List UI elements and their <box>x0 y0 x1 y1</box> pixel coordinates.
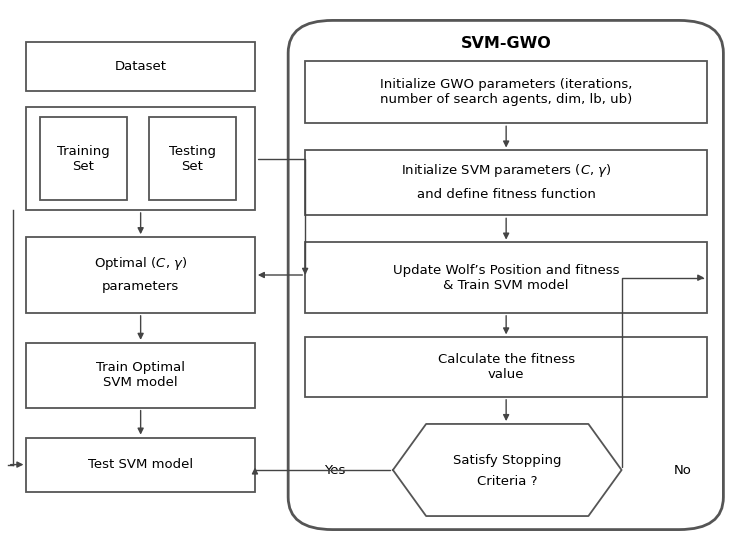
Text: parameters: parameters <box>102 280 179 293</box>
Text: Update Wolf’s Position and fitness
& Train SVM model: Update Wolf’s Position and fitness & Tra… <box>393 263 619 292</box>
Text: Testing
Set: Testing Set <box>169 145 216 173</box>
Text: SVM-GWO: SVM-GWO <box>460 36 551 51</box>
FancyBboxPatch shape <box>26 42 255 91</box>
FancyBboxPatch shape <box>148 117 236 200</box>
FancyBboxPatch shape <box>288 20 724 530</box>
Text: Dataset: Dataset <box>115 60 166 73</box>
FancyBboxPatch shape <box>26 343 255 408</box>
Text: Yes: Yes <box>324 464 345 476</box>
Text: Optimal ($\mathit{C}$, $\mathit{\gamma}$): Optimal ($\mathit{C}$, $\mathit{\gamma}$… <box>94 255 187 272</box>
FancyBboxPatch shape <box>305 150 707 216</box>
FancyBboxPatch shape <box>26 237 255 313</box>
Text: Test SVM model: Test SVM model <box>88 458 193 471</box>
FancyBboxPatch shape <box>26 437 255 492</box>
Text: Initialize SVM parameters ($\mathit{C}$, $\mathit{\gamma}$): Initialize SVM parameters ($\mathit{C}$,… <box>401 162 612 179</box>
Text: Calculate the fitness
value: Calculate the fitness value <box>438 353 574 381</box>
Text: Satisfy Stopping: Satisfy Stopping <box>453 454 562 467</box>
Text: Initialize GWO parameters (iterations,
number of search agents, dim, lb, ub): Initialize GWO parameters (iterations, n… <box>380 78 633 106</box>
FancyBboxPatch shape <box>305 337 707 397</box>
FancyBboxPatch shape <box>305 61 707 123</box>
Polygon shape <box>393 424 621 516</box>
Text: Training
Set: Training Set <box>57 145 110 173</box>
FancyBboxPatch shape <box>40 117 127 200</box>
Text: No: No <box>674 464 692 476</box>
Text: Criteria ?: Criteria ? <box>477 475 538 488</box>
Text: and define fitness function: and define fitness function <box>417 188 595 201</box>
FancyBboxPatch shape <box>305 243 707 313</box>
FancyBboxPatch shape <box>26 107 255 210</box>
Text: Train Optimal
SVM model: Train Optimal SVM model <box>96 361 185 389</box>
